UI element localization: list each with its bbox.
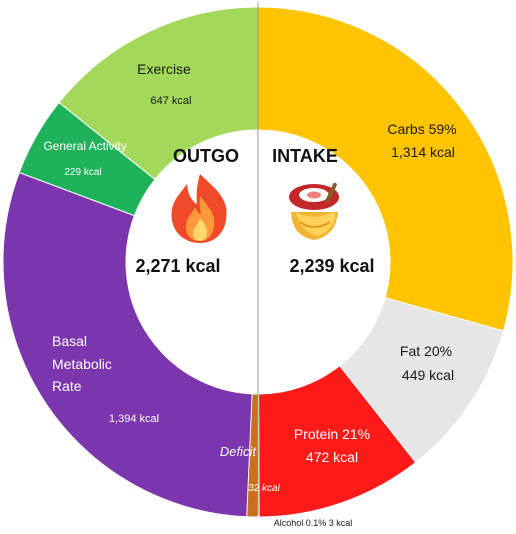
intake-total: 2,239 kcal [289,256,374,276]
bmr-value: 1,394 kcal [109,413,159,425]
bmr-label-line-1: Basal [52,333,87,349]
intake-title: INTAKE [272,146,338,166]
outgo-title: OUTGO [173,146,239,166]
outgo-total: 2,271 kcal [135,256,220,276]
fat-label: Fat 20% [400,343,452,359]
protein-label: Protein 21% [294,426,370,442]
alcohol-label: Alcohol 0.1% 3 kcal [274,518,353,528]
deficit-label: Deficit [220,444,258,459]
general-activity-value: 229 kcal [64,167,101,178]
donut-slices [2,6,514,518]
bmr-label-line-3: Rate [52,378,82,394]
exercise-value: 647 kcal [151,95,192,107]
exercise-label: Exercise [137,61,191,77]
general-activity-label: General Activity [43,139,126,153]
carbs-label: Carbs 59% [387,121,456,137]
bmr-label-line-2: Metabolic [52,356,112,372]
protein-value: 472 kcal [306,449,358,465]
flame-icon [171,174,227,243]
fat-value: 449 kcal [402,367,454,383]
carbs-value: 1,314 kcal [391,144,455,160]
deficit-value: 32 kcal [248,483,280,494]
food-bowl-icon [289,182,339,240]
